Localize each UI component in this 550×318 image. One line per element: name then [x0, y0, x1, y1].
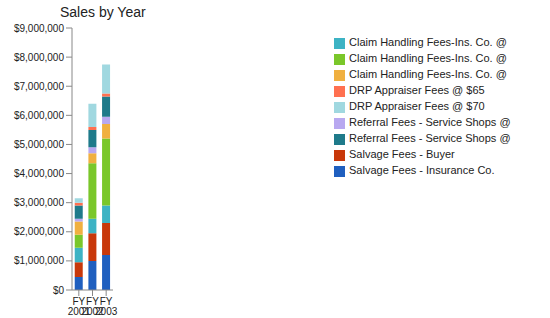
svg-text:$4,000,000: $4,000,000	[14, 168, 64, 179]
svg-text:$5,000,000: $5,000,000	[14, 139, 64, 150]
svg-text:$0: $0	[53, 285, 65, 296]
svg-text:$7,000,000: $7,000,000	[14, 81, 64, 92]
svg-text:$8,000,000: $8,000,000	[14, 52, 64, 63]
svg-text:$6,000,000: $6,000,000	[14, 110, 64, 121]
svg-text:$9,000,000: $9,000,000	[14, 23, 64, 34]
svg-text:$1,000,000: $1,000,000	[14, 255, 64, 266]
svg-text:FY2003: FY2003	[95, 296, 118, 317]
svg-text:$2,000,000: $2,000,000	[14, 226, 64, 237]
svg-text:$3,000,000: $3,000,000	[14, 197, 64, 208]
